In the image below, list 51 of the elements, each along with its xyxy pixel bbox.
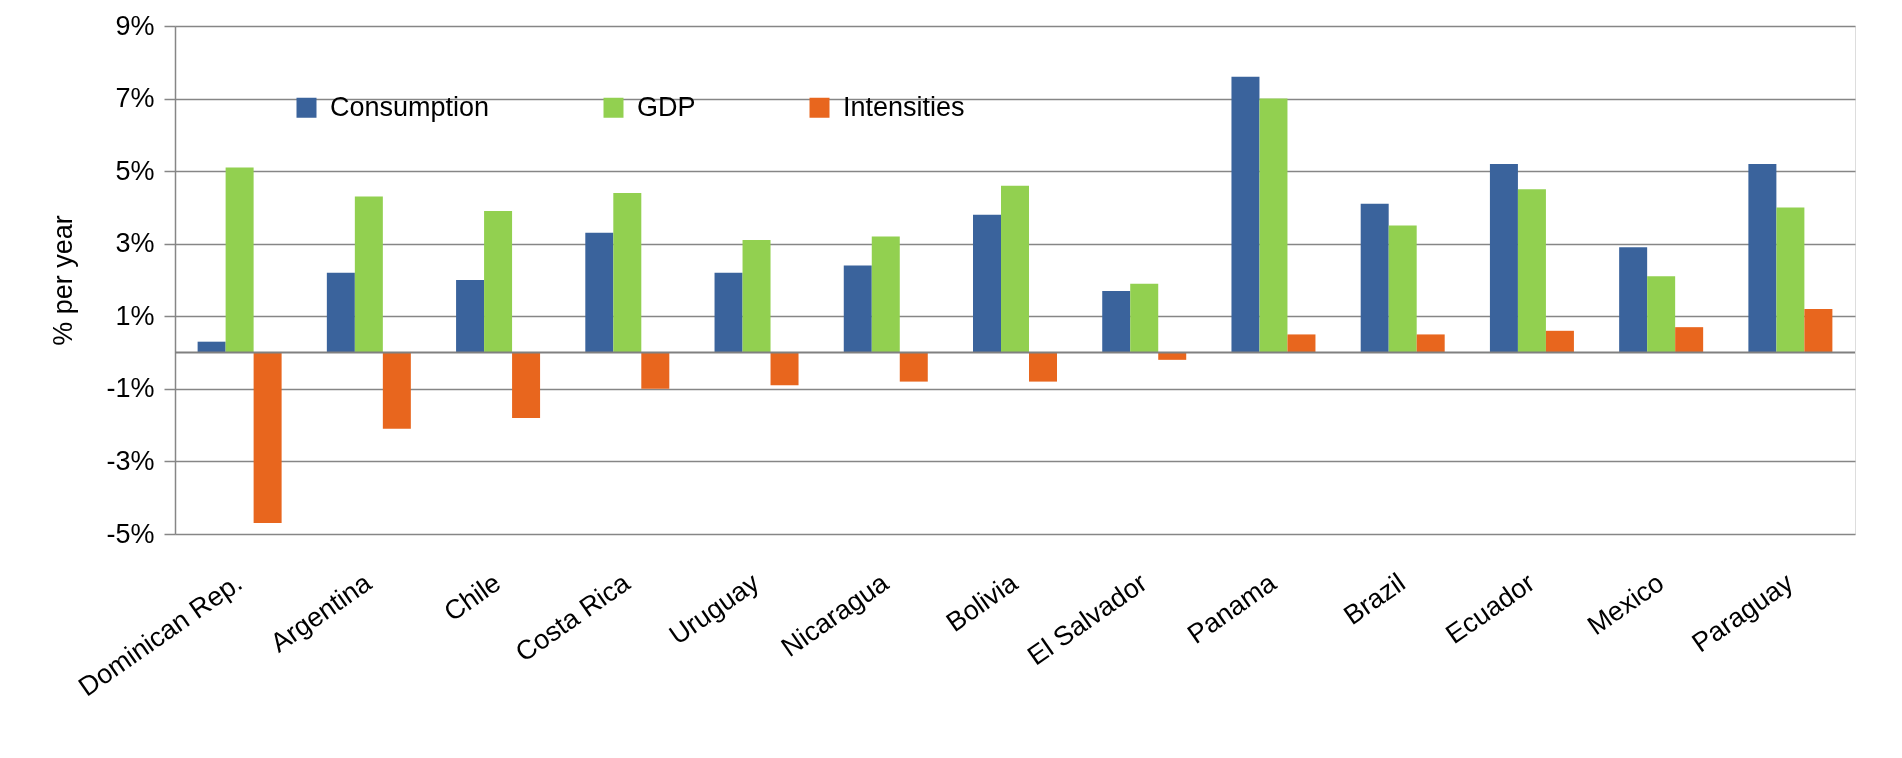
bar xyxy=(1259,98,1288,353)
legend-label: GDP xyxy=(637,91,696,122)
bar xyxy=(1545,330,1574,353)
bar xyxy=(197,341,226,353)
bar xyxy=(1001,185,1029,353)
bar xyxy=(354,196,383,353)
legend-label: Intensities xyxy=(843,91,965,122)
bar xyxy=(1619,247,1648,353)
y-tick-label: 1% xyxy=(115,300,155,331)
bar xyxy=(1489,163,1518,353)
bar xyxy=(1287,334,1316,353)
y-tick-label: 9% xyxy=(115,10,155,41)
bar xyxy=(1647,276,1676,353)
y-axis-title: % per year xyxy=(48,215,79,346)
bar xyxy=(1130,283,1159,353)
bar xyxy=(641,352,670,389)
y-tick-label: 5% xyxy=(115,155,155,186)
bar xyxy=(843,265,872,353)
bar xyxy=(1748,163,1777,353)
bar xyxy=(1517,189,1546,353)
bar xyxy=(1675,327,1704,353)
y-tick-label: -3% xyxy=(106,445,155,476)
bar xyxy=(1029,352,1057,382)
bar xyxy=(973,214,1001,353)
bar xyxy=(1776,207,1805,353)
bar xyxy=(585,232,614,353)
bar xyxy=(1231,76,1260,353)
bar xyxy=(456,280,485,353)
bar xyxy=(1360,203,1389,353)
bar xyxy=(484,211,513,353)
bar xyxy=(1804,309,1833,353)
bar xyxy=(613,192,642,353)
bar xyxy=(871,236,900,353)
bar xyxy=(326,272,355,353)
y-tick-label: 7% xyxy=(115,83,155,114)
bar xyxy=(1102,290,1131,353)
bar xyxy=(770,352,799,386)
bar xyxy=(1416,334,1445,353)
bar xyxy=(512,352,541,418)
y-tick-label: -5% xyxy=(106,518,155,549)
bar xyxy=(714,272,743,353)
bar xyxy=(742,240,771,353)
legend-label: Consumption xyxy=(330,91,490,122)
x-tick-label: Chile xyxy=(438,567,507,628)
bar xyxy=(899,352,928,382)
bar xyxy=(253,352,282,524)
y-tick-label: -1% xyxy=(106,373,155,404)
bar xyxy=(225,167,254,353)
bar xyxy=(1388,225,1417,353)
bar xyxy=(382,352,411,429)
y-tick-label: 3% xyxy=(115,228,155,259)
